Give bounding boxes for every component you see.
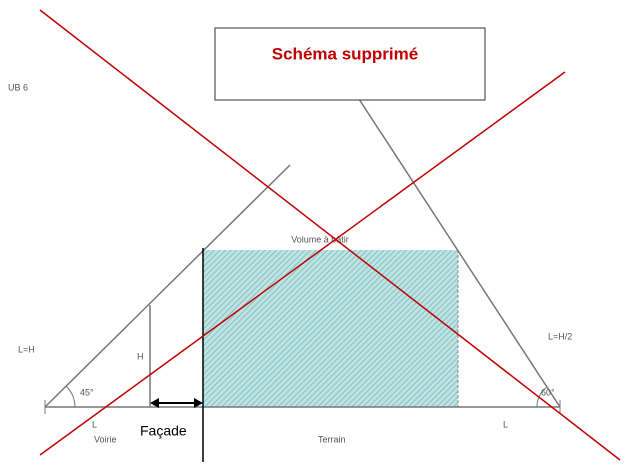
distance-label: L bbox=[92, 419, 97, 429]
height-label: H bbox=[137, 351, 144, 361]
notice: Schéma supprimé bbox=[272, 44, 418, 63]
angle-arc bbox=[65, 385, 76, 408]
cross-line bbox=[39, 9, 621, 461]
notice-box bbox=[214, 27, 486, 101]
angle-label: 45° bbox=[80, 387, 94, 397]
rule-label: L=H/2 bbox=[548, 331, 572, 341]
distance-label: L bbox=[503, 419, 508, 429]
left-slope bbox=[44, 164, 291, 408]
facade-label: Façade bbox=[140, 423, 187, 439]
plot-label: Terrain bbox=[318, 434, 346, 444]
right-slope bbox=[339, 69, 561, 408]
angle-arc bbox=[536, 386, 548, 408]
building-volume bbox=[203, 250, 458, 407]
volume-label: Volume à bâtir bbox=[291, 234, 349, 244]
rule-label: L=H bbox=[18, 344, 35, 354]
cross-line bbox=[39, 71, 566, 456]
road-label: Voirie bbox=[94, 434, 117, 444]
zone-label: UB 6 bbox=[8, 82, 28, 92]
angle-label: 60° bbox=[541, 387, 555, 397]
